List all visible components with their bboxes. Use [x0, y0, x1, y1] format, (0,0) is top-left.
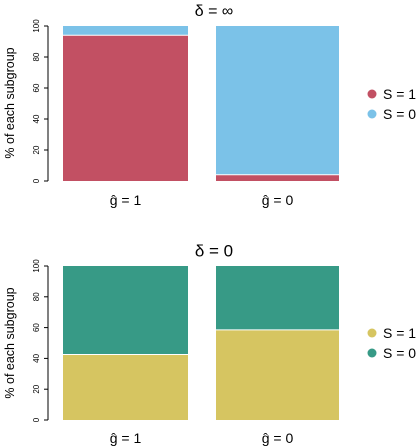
bar-segment-s1 — [216, 174, 339, 181]
x-tick-label: ĝ = 1 — [110, 192, 142, 208]
y-tick-label: 100 — [32, 259, 41, 273]
y-tick-label: 60 — [32, 323, 41, 332]
legend-swatch — [367, 89, 377, 99]
legend-label: S = 1 — [383, 325, 416, 341]
y-tick-label: 0 — [32, 178, 41, 183]
x-tick-label: ĝ = 0 — [262, 192, 294, 208]
legend-swatch — [367, 348, 377, 358]
y-axis-label: % of each subgroup — [3, 287, 17, 398]
legend-label: S = 1 — [383, 86, 416, 102]
y-tick-label: 40 — [32, 114, 41, 123]
y-axis-label: % of each subgroup — [3, 47, 17, 158]
bar-segment-s0 — [216, 266, 339, 330]
y-tick-label: 100 — [32, 19, 41, 33]
bar-segment-s0 — [216, 26, 339, 175]
bar-segment-s1 — [63, 35, 188, 181]
x-tick-label: ĝ = 0 — [262, 430, 294, 446]
y-tick-label: 20 — [32, 145, 41, 154]
y-tick-label: 0 — [32, 417, 41, 422]
legend-swatch — [367, 109, 377, 119]
y-tick-label: 40 — [32, 353, 41, 362]
y-tick-label: 80 — [32, 52, 41, 61]
chart-title: δ = 0 — [195, 241, 233, 260]
bar-segment-s1 — [63, 354, 188, 420]
x-tick-label: ĝ = 1 — [110, 430, 142, 446]
legend-label: S = 0 — [383, 345, 416, 361]
legend-swatch — [367, 328, 377, 338]
bar-segment-s0 — [63, 26, 188, 36]
y-tick-label: 20 — [32, 384, 41, 393]
legend-label: S = 0 — [383, 106, 416, 122]
bar-segment-s0 — [63, 266, 188, 355]
y-tick-label: 80 — [32, 292, 41, 301]
bar-segment-s1 — [216, 329, 339, 420]
y-tick-label: 60 — [32, 83, 41, 92]
chart-title: δ = ∞ — [195, 3, 234, 20]
